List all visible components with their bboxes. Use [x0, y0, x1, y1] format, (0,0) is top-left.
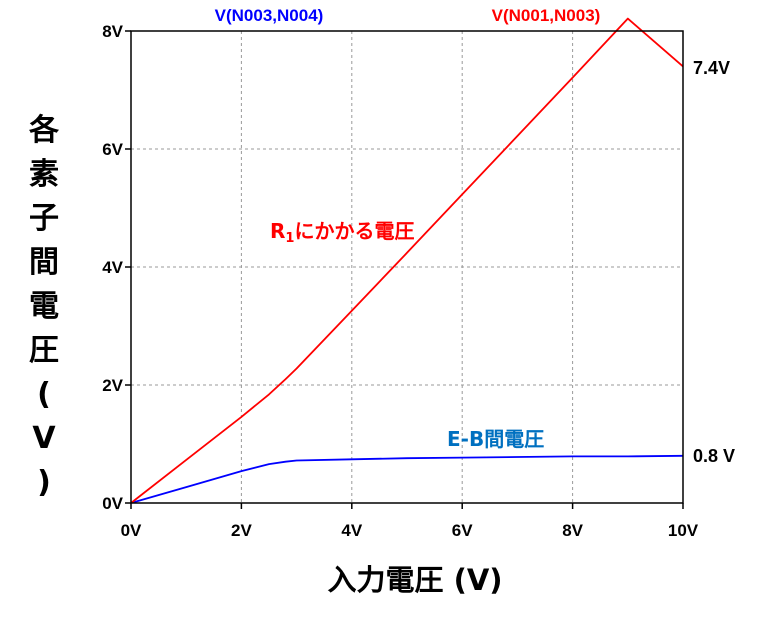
- x-tick-label: 2V: [231, 521, 252, 540]
- x-tick-label: 10V: [668, 521, 699, 540]
- annotation-r1-voltage: R1にかかる電圧: [270, 219, 414, 246]
- end-label-red: 7.4V: [693, 58, 730, 78]
- x-axis-title: 入力電圧 (V): [327, 563, 502, 597]
- y-axis-title-char: 圧: [29, 333, 59, 368]
- x-tick-label: 0V: [121, 521, 142, 540]
- y-axis-title-char: (: [37, 377, 51, 412]
- x-tick-label: 8V: [562, 521, 583, 540]
- y-axis-title-char: 各: [28, 113, 60, 148]
- y-tick-label: 4V: [102, 258, 123, 277]
- annotation-eb-voltage: E-B間電圧: [447, 427, 544, 451]
- x-tick-label: 4V: [341, 521, 362, 540]
- y-axis-title-char: 子: [29, 201, 59, 236]
- series-line-1: [130, 454, 684, 504]
- legend-entry-2: V(N001,N003): [492, 6, 601, 25]
- y-axis-title-char: 電: [29, 289, 59, 324]
- y-tick-label: 0V: [102, 494, 123, 513]
- y-tick-label: 6V: [102, 140, 123, 159]
- grid: [131, 31, 683, 503]
- x-tick-label: 6V: [452, 521, 473, 540]
- plot-frame: [130, 30, 684, 504]
- y-axis-title-char: V: [32, 421, 56, 456]
- y-tick-label: 8V: [102, 22, 123, 41]
- series-line-2: [130, 17, 684, 504]
- y-axis-title-char: ): [37, 465, 51, 500]
- x-tick-labels: 0V 2V 4V 6V 8V 10V: [121, 503, 699, 540]
- legend-entry-1: V(N003,N004): [215, 6, 324, 25]
- y-tick-labels: 0V 2V 4V 6V 8V: [102, 22, 131, 513]
- end-label-blue: 0.8 V: [693, 446, 735, 466]
- y-axis-title-char: 間: [29, 245, 59, 280]
- y-tick-label: 2V: [102, 376, 123, 395]
- y-axis-title-char: 素: [29, 157, 59, 192]
- series-lines: [130, 17, 684, 504]
